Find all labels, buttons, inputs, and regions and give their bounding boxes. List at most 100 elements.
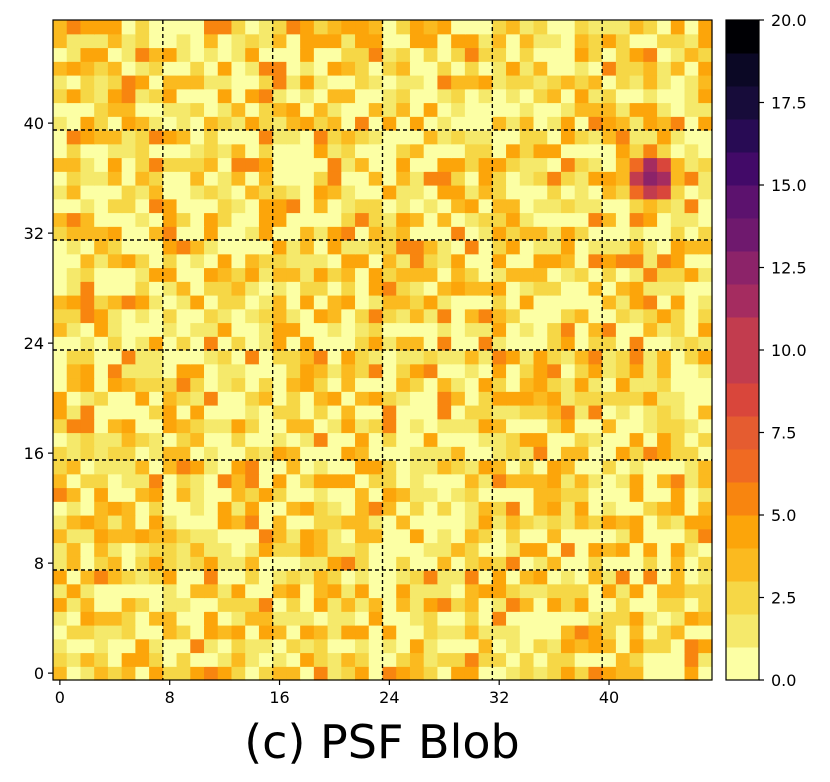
heatmap-cell [190, 171, 205, 186]
heatmap-cell [107, 377, 123, 392]
heatmap-cell [684, 556, 699, 571]
heatmap-cell [492, 432, 507, 447]
heatmap-cell [574, 61, 590, 76]
heatmap-cell [80, 130, 95, 145]
heatmap-cell [423, 418, 439, 434]
heatmap-cell [204, 597, 219, 612]
heatmap-cell [423, 116, 439, 131]
heatmap-cell [464, 501, 480, 516]
heatmap-cell [451, 171, 466, 186]
heatmap-cell [231, 171, 246, 186]
heatmap-cell [135, 33, 150, 49]
heatmap-cell [423, 61, 439, 76]
heatmap-cell [547, 240, 562, 255]
heatmap-cell [121, 528, 136, 544]
heatmap-cell [286, 198, 301, 214]
heatmap-cell [478, 515, 493, 530]
heatmap-cell [698, 418, 713, 434]
heatmap-cell [176, 625, 191, 640]
heatmap-cell [300, 130, 315, 145]
heatmap-cell [258, 130, 274, 145]
heatmap-cell [231, 253, 246, 269]
heatmap-cell [409, 570, 425, 585]
heatmap-cell [670, 597, 686, 612]
heatmap-cell [492, 625, 507, 640]
heatmap-cell [66, 487, 82, 502]
heatmap-cell [135, 432, 150, 447]
heatmap-cell [286, 88, 301, 104]
heatmap-cell [121, 350, 136, 365]
heatmap-cell [670, 487, 686, 502]
heatmap-cell [629, 336, 644, 351]
heatmap-cell [258, 666, 274, 681]
heatmap-cell [327, 226, 342, 241]
heatmap-cell [245, 171, 260, 186]
heatmap-cell [478, 473, 493, 489]
heatmap-cell [107, 638, 123, 654]
heatmap-cell [245, 432, 260, 447]
heatmap-cell [629, 611, 644, 626]
heatmap-cell [135, 336, 150, 351]
heatmap-cell [217, 391, 233, 406]
heatmap-cell [437, 405, 452, 420]
heatmap-cell [437, 638, 452, 654]
heatmap-cell [533, 253, 548, 269]
heatmap-cell [409, 405, 425, 420]
heatmap-cell [657, 185, 672, 200]
heatmap-cell [588, 377, 603, 392]
heatmap-cell [437, 611, 452, 626]
heatmap-cell [245, 405, 260, 420]
heatmap-cell [190, 446, 205, 461]
heatmap-cell [478, 33, 493, 49]
heatmap-cell [423, 185, 439, 200]
heatmap-cell [698, 570, 713, 585]
heatmap-cell [423, 198, 439, 214]
heatmap-cell [657, 611, 672, 626]
heatmap-cell [684, 157, 699, 172]
heatmap-cell [629, 528, 644, 544]
heatmap-cell [53, 542, 68, 557]
heatmap-cell [533, 638, 548, 654]
heatmap-cell [519, 198, 535, 214]
heatmap-cell [396, 528, 411, 544]
heatmap-cell [80, 61, 95, 76]
heatmap-cell [533, 556, 548, 571]
heatmap-cell [396, 75, 411, 90]
heatmap-cell [670, 308, 686, 324]
heatmap-cell [204, 570, 219, 585]
heatmap-cell [409, 556, 425, 571]
heatmap-cell [519, 446, 535, 461]
heatmap-cell [547, 33, 562, 49]
heatmap-cell [560, 570, 576, 585]
heatmap-cell [615, 350, 631, 365]
heatmap-cell [574, 460, 590, 475]
heatmap-cell [53, 322, 68, 337]
heatmap-cell [121, 432, 136, 447]
heatmap-cell [190, 363, 205, 379]
heatmap-cell [53, 405, 68, 420]
heatmap-cell [217, 666, 233, 681]
heatmap-cell [492, 253, 507, 269]
heatmap-cell [286, 253, 301, 269]
heatmap-cell [355, 418, 370, 434]
heatmap-cell [286, 75, 301, 90]
heatmap-cell [560, 611, 576, 626]
heatmap-cell [355, 185, 370, 200]
heatmap-cell [286, 377, 301, 392]
heatmap-cell [588, 281, 603, 296]
heatmap-cell [341, 405, 356, 420]
heatmap-cell [313, 240, 329, 255]
heatmap-cell [94, 61, 109, 76]
heatmap-cell [464, 130, 480, 145]
heatmap-cell [615, 666, 631, 681]
heatmap-cell [423, 652, 439, 667]
heatmap-cell [560, 473, 576, 489]
heatmap-cell [66, 322, 82, 337]
heatmap-cell [547, 363, 562, 379]
heatmap-cell [355, 473, 370, 489]
heatmap-cell [478, 336, 493, 351]
heatmap-cell [190, 308, 205, 324]
heatmap-cell [245, 102, 260, 117]
heatmap-cell [670, 61, 686, 76]
heatmap-cell [272, 198, 287, 214]
